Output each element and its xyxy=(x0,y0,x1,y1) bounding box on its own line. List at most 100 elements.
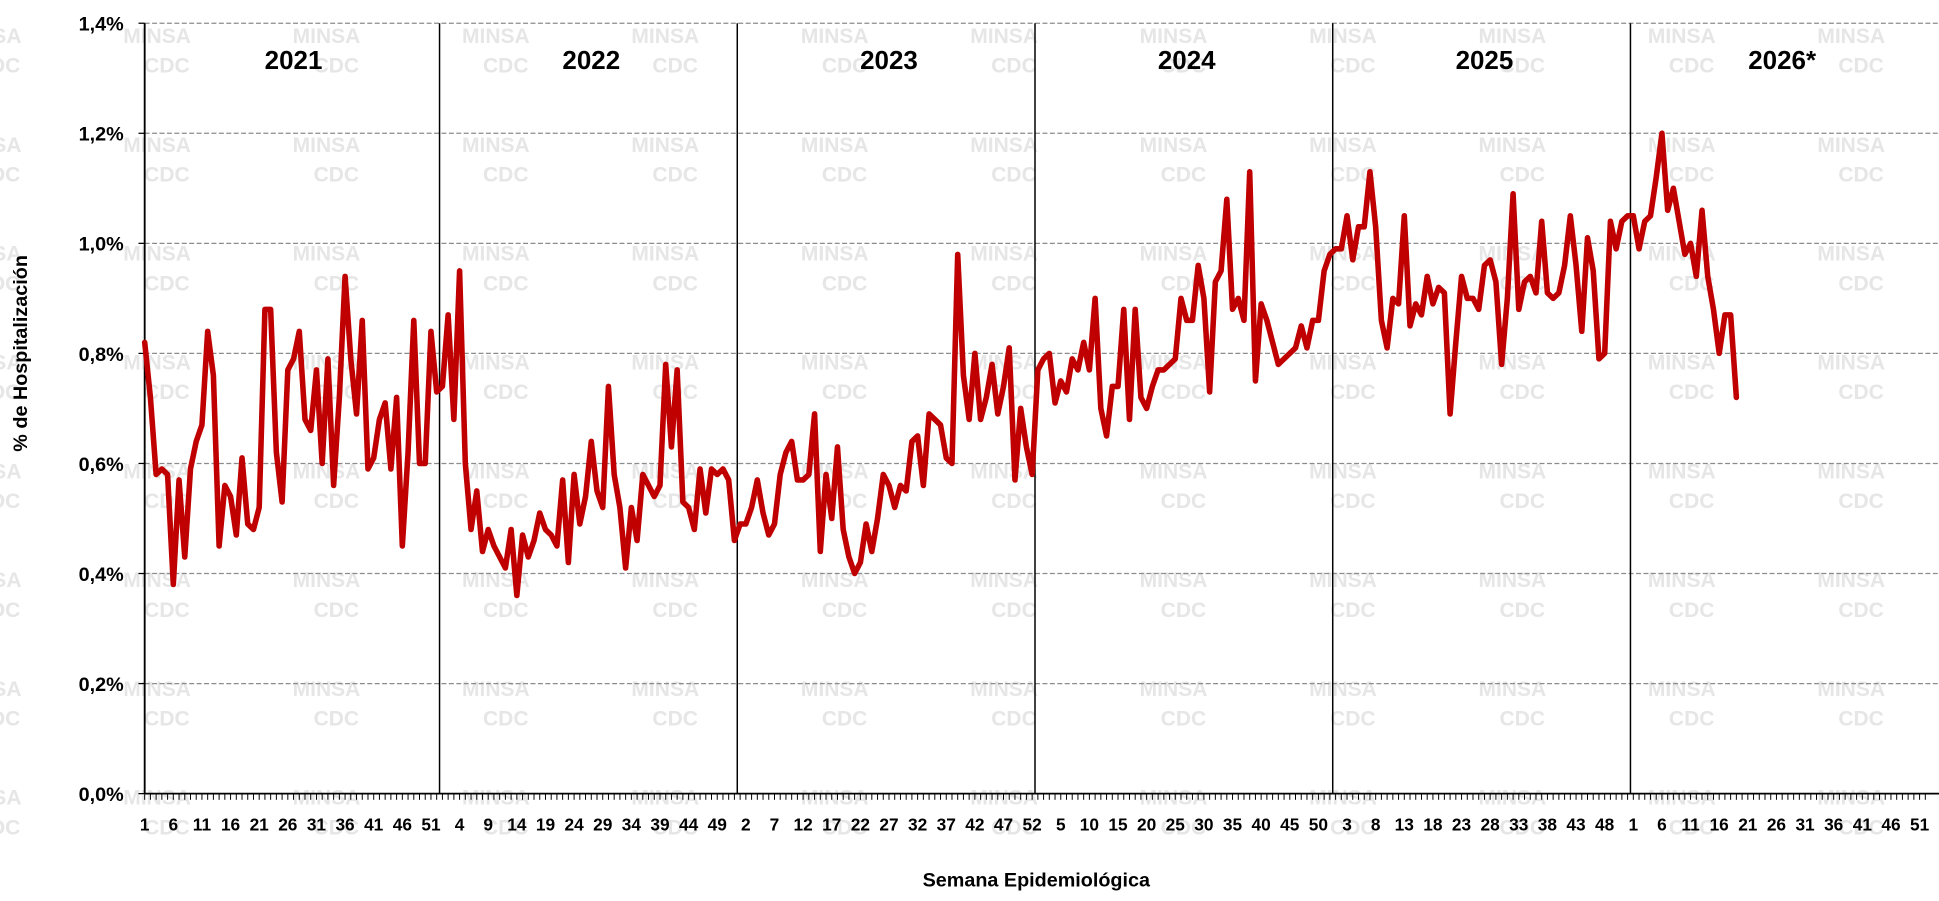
watermark-text: CDC xyxy=(1499,599,1545,622)
x-tick-label: 35 xyxy=(1223,815,1243,835)
x-tick-label: 17 xyxy=(822,815,841,835)
watermark-text: MINSA xyxy=(1817,678,1885,701)
x-tick-label: 6 xyxy=(1657,815,1667,835)
axes: 0,0%0,2%0,4%0,6%0,8%1,0%1,2%1,4%1 6 11 16 21… xyxy=(79,14,1939,835)
watermark-text: CDC xyxy=(1161,708,1207,731)
watermark-text: MINSA xyxy=(1817,569,1885,592)
watermark-text: CDC xyxy=(822,272,868,295)
watermark-text: MINSA xyxy=(293,569,361,592)
watermark-text: CDC xyxy=(1669,381,1715,404)
watermark-text: CDC xyxy=(1330,164,1376,187)
watermark-text: CDC xyxy=(1330,599,1376,622)
watermark-text: CDC xyxy=(1669,490,1715,513)
year-label: 2022 xyxy=(562,45,620,75)
x-tick-label: 36 xyxy=(1824,815,1843,835)
watermark-text: MINSA xyxy=(123,787,191,810)
watermark-text: MINSA xyxy=(631,569,699,592)
watermark-text: CDC xyxy=(991,708,1037,731)
y-tick-label: 1,4% xyxy=(79,14,124,36)
x-tick-label: 11 xyxy=(193,815,212,835)
y-tick-label: 0,0% xyxy=(79,784,124,806)
watermark-text: MINSA xyxy=(801,243,869,266)
watermark-text: CDC xyxy=(1838,490,1884,513)
watermark-text: MINSA xyxy=(462,25,530,48)
watermark-text: MINSA xyxy=(293,460,361,483)
watermark-text: CDC xyxy=(1161,381,1207,404)
watermark-text: CDC xyxy=(144,381,190,404)
watermark-text: CDC xyxy=(314,490,360,513)
watermark-text: CDC xyxy=(483,708,529,731)
watermark-text: MINSA xyxy=(970,569,1038,592)
series-line xyxy=(141,130,1740,599)
watermark-text: CDC xyxy=(991,816,1037,839)
watermark-text: MINSA xyxy=(462,351,530,374)
watermark-text: CDC xyxy=(1669,272,1715,295)
watermark-text: CDC xyxy=(1838,816,1884,839)
watermark-text: MINSA xyxy=(123,243,191,266)
watermark-text: MINSA xyxy=(293,678,361,701)
x-tick-label: 46 xyxy=(1881,815,1900,835)
watermark-text: CDC xyxy=(1161,55,1207,78)
watermark-text: MINSA xyxy=(123,134,191,157)
x-tick-label: 18 xyxy=(1423,815,1443,835)
x-tick-label: 49 xyxy=(708,815,727,835)
watermark-text: MINSA xyxy=(0,460,21,483)
watermark-text: MINSA xyxy=(970,25,1038,48)
watermark-text: CDC xyxy=(1330,55,1376,78)
watermark-text: CDC xyxy=(1499,164,1545,187)
watermark-text: MINSA xyxy=(1817,25,1885,48)
x-tick-label: 37 xyxy=(937,815,956,835)
watermark-text: CDC xyxy=(1161,490,1207,513)
watermark-text: CDC xyxy=(1669,55,1715,78)
x-tick-label: 44 xyxy=(679,815,699,835)
x-tick-label: 26 xyxy=(1767,815,1786,835)
watermark-text: CDC xyxy=(1838,599,1884,622)
watermark-text: MINSA xyxy=(293,25,361,48)
watermark-text: MINSA xyxy=(1309,678,1377,701)
watermark-text: MINSA xyxy=(1648,787,1716,810)
watermark-text: MINSA xyxy=(970,134,1038,157)
watermark-text: CDC xyxy=(1161,816,1207,839)
x-tick-label: 41 xyxy=(1853,815,1873,835)
watermark-text: CDC xyxy=(652,55,698,78)
x-tick-label: 41 xyxy=(364,815,384,835)
x-tick-label: 47 xyxy=(994,815,1013,835)
x-tick-label: 38 xyxy=(1538,815,1558,835)
watermark-text: CDC xyxy=(991,164,1037,187)
x-tick-label: 30 xyxy=(1194,815,1213,835)
watermark-text: CDC xyxy=(0,490,20,513)
x-tick-label: 27 xyxy=(879,815,898,835)
watermark-text: MINSA xyxy=(1817,351,1885,374)
watermark-text: CDC xyxy=(991,490,1037,513)
x-tick-label: 6 xyxy=(168,815,178,835)
x-tick-label: 46 xyxy=(393,815,412,835)
watermark-text: MINSA xyxy=(123,678,191,701)
watermark-text: MINSA xyxy=(1309,134,1377,157)
watermark-text: MINSA xyxy=(1309,569,1377,592)
watermark-text: MINSA xyxy=(1648,569,1716,592)
year-label: 2024 xyxy=(1158,45,1216,75)
watermark-text: MINSA xyxy=(1479,351,1547,374)
watermark-text: CDC xyxy=(1669,599,1715,622)
x-tick-label: 16 xyxy=(221,815,240,835)
x-tick-label: 22 xyxy=(851,815,870,835)
watermark-text: CDC xyxy=(652,708,698,731)
watermark-text: CDC xyxy=(1161,599,1207,622)
watermark-text: CDC xyxy=(1838,381,1884,404)
watermark-text: MINSA xyxy=(1140,25,1208,48)
watermark-text: MINSA xyxy=(1140,243,1208,266)
x-tick-label: 4 xyxy=(455,815,465,835)
x-axis-title: Semana Epidemiológica xyxy=(923,869,1151,891)
watermark-text: CDC xyxy=(483,490,529,513)
y-tick-label: 0,6% xyxy=(79,454,124,476)
x-tick-label: 50 xyxy=(1309,815,1328,835)
watermark-text: CDC xyxy=(1330,816,1376,839)
series-layer xyxy=(141,130,1740,599)
watermark-text: MINSA xyxy=(801,351,869,374)
watermark-text: CDC xyxy=(1499,816,1545,839)
x-tick-label: 21 xyxy=(250,815,270,835)
watermark-text: MINSA xyxy=(0,569,21,592)
x-tick-label: 51 xyxy=(1910,815,1930,835)
watermark-text: CDC xyxy=(144,599,190,622)
